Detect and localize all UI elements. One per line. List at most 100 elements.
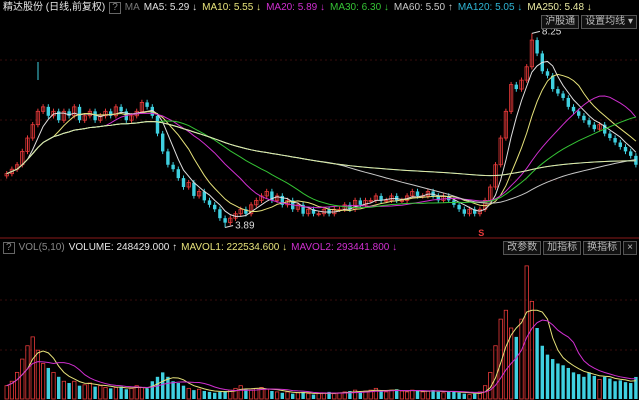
candle-body	[238, 208, 243, 215]
ma-line-ma30	[6, 116, 637, 209]
volume-bar	[587, 372, 591, 399]
candle-body	[384, 199, 389, 202]
volume-bar	[9, 380, 14, 400]
volume-bar	[452, 391, 456, 399]
volume-bar	[171, 381, 175, 399]
volume-bar	[119, 386, 123, 399]
volume-bar	[603, 376, 607, 399]
candle-body	[582, 115, 586, 121]
volume-bar	[561, 365, 565, 399]
volume-bar	[311, 394, 316, 399]
candle-body	[192, 182, 196, 196]
volume-bar	[124, 389, 128, 399]
volume-bar	[415, 391, 420, 399]
volume-bar	[41, 363, 46, 400]
volume-bar	[368, 389, 373, 400]
price-header: 精达股份 (日线,前复权) ? MA MA5: 5.29 ↓ MA10: 5.55…	[0, 2, 639, 29]
volume-bar	[327, 391, 331, 399]
candle-body	[223, 218, 227, 223]
candle-body	[202, 191, 206, 201]
volume-bar	[145, 388, 149, 399]
mavol2-value: MAVOL2: 293441.800 ↓	[291, 242, 398, 253]
candle-body	[301, 204, 305, 214]
candle-body	[171, 164, 175, 170]
candle-body	[379, 195, 383, 201]
volume-bar	[280, 392, 284, 399]
high-pointer	[531, 30, 541, 34]
volume-bar	[134, 385, 139, 400]
volume-bar	[30, 336, 35, 400]
mavol-line-mavol2	[6, 319, 636, 394]
volume-help-button[interactable]: ?	[3, 242, 15, 254]
volume-bar	[186, 387, 191, 400]
ma-legend-3: MA30: 6.30 ↓	[329, 2, 389, 13]
volume-bar	[342, 391, 347, 400]
volume-bar	[207, 391, 212, 399]
candle-body	[571, 106, 576, 112]
candle-body	[608, 133, 612, 139]
volume-bar	[524, 265, 529, 400]
candle-body	[477, 208, 483, 215]
volume-bar	[488, 371, 493, 400]
volume-bar	[436, 391, 440, 399]
candle-body	[161, 133, 165, 152]
volume-bar	[218, 391, 222, 399]
volume-bar	[410, 389, 415, 400]
volume-bar	[473, 393, 477, 399]
close-indicator-button[interactable]: ×	[623, 241, 637, 255]
candle-body	[524, 66, 529, 81]
candle-body	[545, 71, 550, 76]
candle-body	[634, 155, 638, 165]
candle-body	[280, 195, 284, 205]
volume-bar	[447, 391, 451, 399]
stock-title: 精达股份 (日线,前复权)	[3, 2, 106, 13]
volume-bar	[608, 378, 612, 399]
candle-body	[93, 111, 97, 121]
volume-bar	[332, 393, 337, 400]
candle-body	[196, 191, 202, 197]
volume-bar	[519, 318, 524, 400]
volume-bar	[181, 385, 186, 399]
candle-body	[613, 138, 617, 143]
volume-bar	[389, 389, 394, 400]
set-ma-dropdown[interactable]: 设置均线 ▾	[581, 15, 637, 29]
high-price-label: 8.25	[542, 26, 562, 37]
volume-bar	[238, 385, 243, 400]
candle-body	[248, 204, 254, 215]
candle-body	[207, 200, 212, 205]
edit-params-button[interactable]: 改参数	[503, 241, 542, 255]
add-indicator-button[interactable]: 加指标	[543, 241, 582, 255]
candle-body	[503, 110, 509, 139]
ma-line-ma250	[6, 120, 636, 177]
volume-bar	[441, 392, 446, 400]
volume-bar	[529, 300, 535, 400]
hk-connect-button[interactable]: 沪股通	[541, 15, 580, 29]
volume-bar	[566, 367, 570, 399]
candle-body	[155, 115, 160, 134]
candle-body	[623, 146, 628, 152]
volume-bar	[556, 363, 560, 399]
volume-bar	[196, 388, 202, 400]
candle-body	[46, 106, 50, 116]
candle-body	[270, 191, 274, 201]
candle-body	[306, 208, 311, 215]
volume-bar	[223, 391, 227, 399]
volume-bar	[316, 393, 321, 400]
volume-bar	[113, 387, 118, 400]
volume-bar	[379, 391, 383, 399]
candle-body	[254, 199, 259, 206]
candle-body	[181, 178, 186, 188]
candle-body	[519, 79, 524, 90]
volume-bar	[109, 388, 113, 399]
volume-bar	[77, 385, 82, 399]
switch-indicator-button[interactable]: 换指标	[583, 241, 622, 255]
mavol1-value: MAVOL1: 222534.600 ↓	[181, 242, 288, 253]
volume-bar	[462, 393, 466, 399]
volume-bar	[93, 386, 97, 399]
candle-body	[103, 110, 108, 117]
volume-bar	[4, 385, 9, 400]
candle-body	[566, 97, 570, 107]
help-button[interactable]: ?	[109, 2, 121, 14]
volume-bar	[150, 381, 154, 399]
